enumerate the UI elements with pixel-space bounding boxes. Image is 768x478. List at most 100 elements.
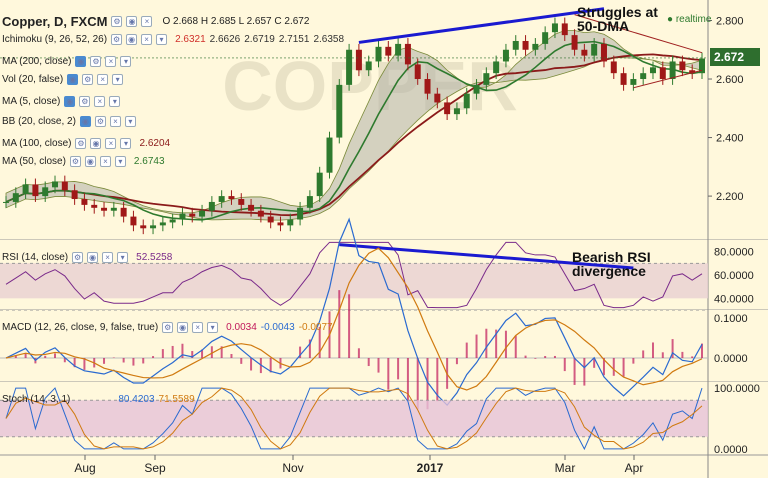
candle-body bbox=[297, 207, 304, 220]
candle-body bbox=[414, 64, 421, 80]
indicator-label: MA (50, close) bbox=[2, 156, 66, 167]
eye-icon[interactable]: ◉ bbox=[126, 34, 138, 45]
more-icon[interactable]: ▾ bbox=[120, 56, 132, 67]
eye-icon[interactable]: ◉ bbox=[90, 138, 102, 149]
indicator-value: 2.6204 bbox=[139, 138, 171, 149]
candle-body bbox=[522, 40, 529, 50]
candle-body bbox=[81, 199, 88, 205]
settings-icon[interactable]: ⚙ bbox=[79, 96, 91, 107]
candle-body bbox=[699, 58, 705, 74]
candle-body bbox=[218, 196, 225, 202]
time-tick-label: Mar bbox=[555, 461, 576, 475]
time-tick-label: Nov bbox=[282, 461, 303, 475]
candle-body bbox=[532, 43, 539, 50]
macd-signal-line bbox=[5, 247, 703, 391]
indicator-row: MA (100, close) ⚙ ◉ × ▾ 2.6204 bbox=[2, 138, 170, 149]
rsi-legend-label: RSI (14, close) bbox=[2, 252, 69, 263]
indicator-label: Ichimoku (9, 26, 52, 26) bbox=[2, 34, 108, 45]
close-icon[interactable]: × bbox=[109, 116, 121, 127]
candle-body bbox=[169, 219, 176, 223]
settings-icon[interactable]: ⚙ bbox=[69, 156, 81, 167]
eye-icon[interactable]: ◉ bbox=[84, 156, 96, 167]
more-icon[interactable]: ▾ bbox=[109, 96, 121, 107]
price-tick-label: 2.400 bbox=[716, 133, 744, 145]
close-icon[interactable]: × bbox=[105, 138, 117, 149]
rsi-legend-value: 52.5258 bbox=[136, 252, 173, 263]
stoch-band bbox=[0, 400, 708, 437]
indicator-row: MA (50, close) ⚙ ◉ × ▾ 2.6743 bbox=[2, 156, 165, 167]
resistance-line bbox=[574, 14, 703, 54]
candle-body bbox=[679, 61, 686, 71]
settings-icon[interactable]: ⚙ bbox=[94, 116, 106, 127]
realtime-label: realtime bbox=[675, 14, 712, 25]
stoch-k-line bbox=[5, 387, 703, 451]
close-icon[interactable]: × bbox=[102, 252, 114, 263]
close-icon[interactable]: × bbox=[105, 56, 117, 67]
indicator-label: Vol (20, false) bbox=[2, 74, 64, 85]
time-tick-label: 2017 bbox=[417, 461, 444, 475]
candle-body bbox=[463, 93, 470, 109]
candle-body bbox=[355, 49, 362, 71]
settings-icon[interactable]: ⚙ bbox=[162, 322, 174, 333]
eye-icon[interactable]: ◉ bbox=[79, 116, 91, 127]
rsi-line bbox=[5, 241, 703, 309]
rsi-tick-label: 80.0000 bbox=[714, 247, 754, 259]
close-icon[interactable]: × bbox=[192, 322, 204, 333]
price-trendline bbox=[358, 7, 605, 44]
support-line bbox=[633, 69, 703, 89]
realtime-badge: ● realtime bbox=[667, 14, 712, 25]
candle-body bbox=[669, 61, 676, 80]
settings-icon[interactable]: ⚙ bbox=[75, 138, 87, 149]
candle-body bbox=[444, 102, 451, 115]
candle-body bbox=[630, 79, 637, 85]
candle-body bbox=[248, 204, 255, 211]
settings-icon[interactable]: ⚙ bbox=[72, 252, 84, 263]
rsi-tick-label: 60.0000 bbox=[714, 270, 754, 282]
close-icon[interactable]: × bbox=[94, 96, 106, 107]
candle-body bbox=[199, 210, 206, 217]
macd-value-hist: 0.0034 bbox=[226, 322, 257, 333]
dma-annotation: Struggles at 50-DMA bbox=[577, 5, 658, 33]
close-icon[interactable]: × bbox=[141, 16, 153, 27]
eye-icon[interactable]: ◉ bbox=[87, 252, 99, 263]
eye-icon[interactable]: ◉ bbox=[67, 74, 79, 85]
close-icon[interactable]: × bbox=[99, 156, 111, 167]
more-icon[interactable]: ▾ bbox=[112, 74, 124, 85]
candle-body bbox=[12, 193, 19, 202]
more-icon[interactable]: ▾ bbox=[114, 156, 126, 167]
settings-icon[interactable]: ⚙ bbox=[111, 34, 123, 45]
candle-body bbox=[424, 79, 431, 94]
settings-icon[interactable]: ⚙ bbox=[90, 56, 102, 67]
candle-body bbox=[561, 23, 568, 36]
indicator-value: 2.7151 bbox=[278, 34, 310, 45]
candle-body bbox=[140, 225, 147, 229]
candle-body bbox=[326, 137, 333, 173]
close-icon[interactable]: × bbox=[141, 34, 153, 45]
time-tick-label: Apr bbox=[625, 461, 644, 475]
dma-annotation-text: Struggles at 50-DMA bbox=[577, 4, 658, 34]
candle-body bbox=[493, 61, 500, 74]
candle-body bbox=[640, 73, 647, 80]
eye-icon[interactable]: ◉ bbox=[177, 322, 189, 333]
candle-body bbox=[600, 43, 607, 62]
settings-icon[interactable]: ⚙ bbox=[82, 74, 94, 85]
eye-icon[interactable]: ◉ bbox=[64, 96, 76, 107]
macd-line bbox=[5, 217, 703, 407]
price-tag-value: 2.672 bbox=[714, 50, 745, 64]
eye-icon[interactable]: ◉ bbox=[75, 56, 87, 67]
macd-legend-label: MACD (12, 26, close, 9, false, true) bbox=[2, 322, 159, 333]
close-icon[interactable]: × bbox=[97, 74, 109, 85]
candle-body bbox=[61, 181, 68, 191]
candle-body bbox=[120, 207, 127, 217]
more-icon[interactable]: ▾ bbox=[207, 322, 219, 333]
more-icon[interactable]: ▾ bbox=[120, 138, 132, 149]
more-icon[interactable]: ▾ bbox=[156, 34, 168, 45]
ma100-line bbox=[5, 53, 703, 217]
more-icon[interactable]: ▾ bbox=[124, 116, 136, 127]
candle-body bbox=[159, 222, 166, 226]
rsi-annotation-text: Bearish RSI divergence bbox=[572, 249, 651, 279]
eye-icon[interactable]: ◉ bbox=[126, 16, 138, 27]
settings-icon[interactable]: ⚙ bbox=[111, 16, 123, 27]
more-icon[interactable]: ▾ bbox=[117, 252, 129, 263]
